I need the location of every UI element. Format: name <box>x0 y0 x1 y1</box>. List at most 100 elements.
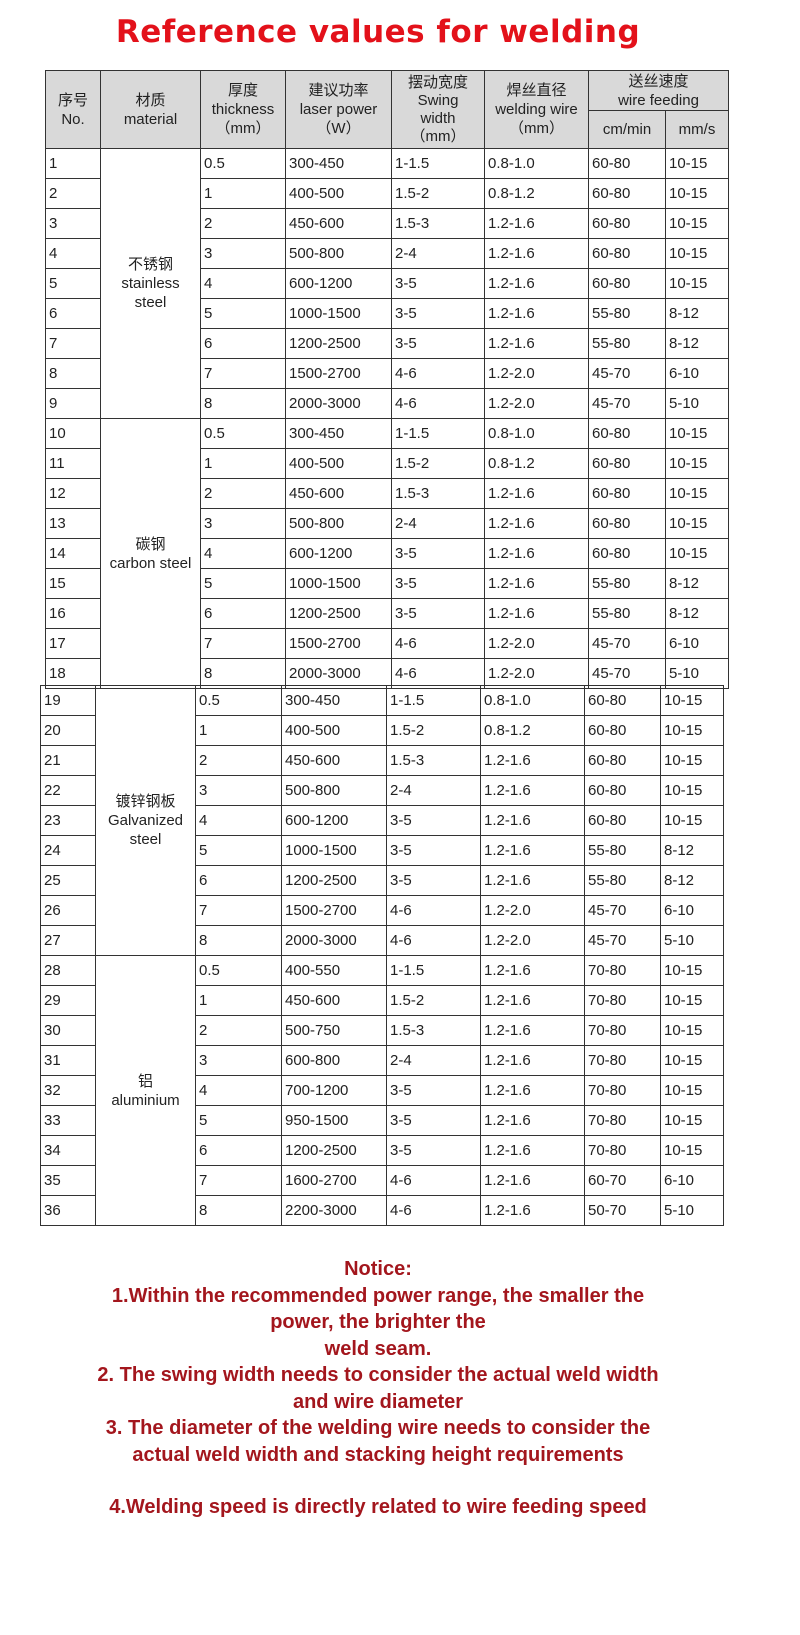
table-row: 27 8 2000-3000 4-6 1.2-2.0 45-70 5-10 <box>40 925 724 956</box>
cell-swing-width: 1.5-3 <box>386 1015 481 1046</box>
header-mm-s: mm/s <box>664 110 730 149</box>
cell-thickness: 2 <box>200 208 286 239</box>
cell-swing-width: 3-5 <box>386 835 481 866</box>
cell-feed-mm-s: 10-15 <box>664 448 730 479</box>
header-cm-min: cm/min <box>588 110 666 149</box>
cell-feed-mm-s: 6-10 <box>660 895 724 926</box>
notice-line: power, the brighter the <box>270 1311 486 1333</box>
cell-wire-diameter: 1.2-1.6 <box>480 865 585 896</box>
cell-thickness: 2 <box>200 478 286 509</box>
cell-wire-diameter: 1.2-1.6 <box>480 745 585 776</box>
cell-feed-mm-s: 6-10 <box>664 358 730 389</box>
cell-swing-width: 1-1.5 <box>386 685 481 716</box>
cell-wire-diameter: 0.8-1.0 <box>480 685 585 716</box>
cell-laser-power: 1200-2500 <box>285 328 392 359</box>
cell-swing-width: 1-1.5 <box>391 148 485 179</box>
material-label: 不锈钢 <box>127 256 173 273</box>
cell-row-no: 32 <box>40 1075 96 1106</box>
cell-feed-cm-min: 45-70 <box>588 658 666 689</box>
cell-laser-power: 400-500 <box>285 178 392 209</box>
cell-feed-mm-s: 10-15 <box>660 955 724 986</box>
cell-swing-width: 3-5 <box>391 598 485 629</box>
cell-feed-mm-s: 5-10 <box>664 658 730 689</box>
cell-thickness: 8 <box>200 388 286 419</box>
cell-wire-diameter: 0.8-1.0 <box>484 148 589 179</box>
cell-wire-diameter: 1.2-2.0 <box>484 388 589 419</box>
header-thickness: 厚度 thickness （mm） <box>200 70 286 149</box>
cell-wire-diameter: 0.8-1.2 <box>480 715 585 746</box>
cell-thickness: 2 <box>195 745 282 776</box>
cell-swing-width: 1.5-3 <box>391 478 485 509</box>
cell-feed-mm-s: 6-10 <box>664 628 730 659</box>
cell-row-no: 1 <box>45 148 101 179</box>
cell-thickness: 7 <box>195 895 282 926</box>
header-no: 序号 No. <box>45 70 101 149</box>
cell-laser-power: 450-600 <box>281 985 387 1016</box>
cell-feed-cm-min: 55-80 <box>584 865 661 896</box>
cell-thickness: 7 <box>200 628 286 659</box>
cell-feed-mm-s: 10-15 <box>664 478 730 509</box>
cell-wire-diameter: 1.2-2.0 <box>484 358 589 389</box>
cell-row-no: 5 <box>45 268 101 299</box>
cell-feed-mm-s: 10-15 <box>664 208 730 239</box>
header-power: 建议功率 laser power （W） <box>285 70 392 149</box>
material-label: Galvanized <box>107 812 184 829</box>
material-label: 镀锌钢板 <box>115 793 176 810</box>
cell-row-no: 7 <box>45 328 101 359</box>
cell-feed-cm-min: 60-80 <box>588 148 666 179</box>
cell-feed-cm-min: 45-70 <box>588 628 666 659</box>
cell-row-no: 24 <box>40 835 96 866</box>
cell-swing-width: 2-4 <box>391 238 485 269</box>
table-row: 19 镀锌钢板 Galvanized steel 0.5 300-450 1-1.5 0.8-… <box>40 685 724 956</box>
table-row: 17 7 1500-2700 4-6 1.2-2.0 45-70 6-10 <box>45 628 730 659</box>
cell-swing-width: 1-1.5 <box>391 418 485 449</box>
cell-laser-power: 400-500 <box>285 448 392 479</box>
cell-swing-width: 1.5-2 <box>386 715 481 746</box>
cell-swing-width: 4-6 <box>391 658 485 689</box>
cell-feed-cm-min: 45-70 <box>588 358 666 389</box>
cell-wire-diameter: 1.2-2.0 <box>484 658 589 689</box>
cell-laser-power: 600-800 <box>281 1045 387 1076</box>
cell-row-no: 23 <box>40 805 96 836</box>
cell-row-no: 36 <box>40 1195 96 1226</box>
cell-row-no: 31 <box>40 1045 96 1076</box>
cell-swing-width: 3-5 <box>386 1105 481 1136</box>
cell-feed-mm-s: 8-12 <box>664 328 730 359</box>
cell-feed-mm-s: 10-15 <box>664 508 730 539</box>
cell-laser-power: 500-750 <box>281 1015 387 1046</box>
cell-feed-mm-s: 10-15 <box>664 178 730 209</box>
cell-laser-power: 2000-3000 <box>285 388 392 419</box>
material-label: stainless <box>121 275 180 292</box>
header-feeding: 送丝速度 wire feeding <box>587 70 730 111</box>
cell-laser-power: 600-1200 <box>281 805 387 836</box>
cell-swing-width: 2-4 <box>386 775 481 806</box>
cell-feed-cm-min: 60-80 <box>584 715 661 746</box>
cell-laser-power: 1000-1500 <box>285 568 392 599</box>
cell-laser-power: 450-600 <box>285 478 392 509</box>
cell-laser-power: 1500-2700 <box>281 895 387 926</box>
cell-feed-cm-min: 45-70 <box>588 388 666 419</box>
cell-row-no: 21 <box>40 745 96 776</box>
cell-swing-width: 1-1.5 <box>386 955 481 986</box>
cell-feed-cm-min: 50-70 <box>584 1195 661 1226</box>
notice-line: 2. The swing width needs to consider the… <box>97 1364 659 1386</box>
cell-swing-width: 3-5 <box>386 805 481 836</box>
cell-swing-width: 3-5 <box>386 1135 481 1166</box>
table-row: 24 5 1000-1500 3-5 1.2-1.6 55-80 8-12 <box>40 835 724 866</box>
cell-feed-cm-min: 60-80 <box>584 685 661 716</box>
table-row: 16 6 1200-2500 3-5 1.2-1.6 55-80 8-12 <box>45 598 730 629</box>
cell-thickness: 4 <box>200 268 286 299</box>
table-row: 3 2 450-600 1.5-3 1.2-1.6 60-80 10-15 <box>45 208 730 239</box>
cell-thickness: 8 <box>195 1195 282 1226</box>
cell-swing-width: 3-5 <box>386 865 481 896</box>
cell-feed-mm-s: 8-12 <box>660 835 724 866</box>
cell-row-no: 28 <box>40 955 96 986</box>
notice-line: actual weld width and stacking height re… <box>132 1443 624 1466</box>
cell-laser-power: 1600-2700 <box>281 1165 387 1196</box>
cell-feed-cm-min: 60-80 <box>588 418 666 449</box>
cell-laser-power: 600-1200 <box>285 538 392 569</box>
welding-table-upper: 序号 No. 材质 material 厚度 thickness （mm） 建议功率 las… <box>45 70 730 689</box>
cell-feed-mm-s: 8-12 <box>660 865 724 896</box>
cell-swing-width: 3-5 <box>391 538 485 569</box>
cell-wire-diameter: 1.2-1.6 <box>480 985 585 1016</box>
